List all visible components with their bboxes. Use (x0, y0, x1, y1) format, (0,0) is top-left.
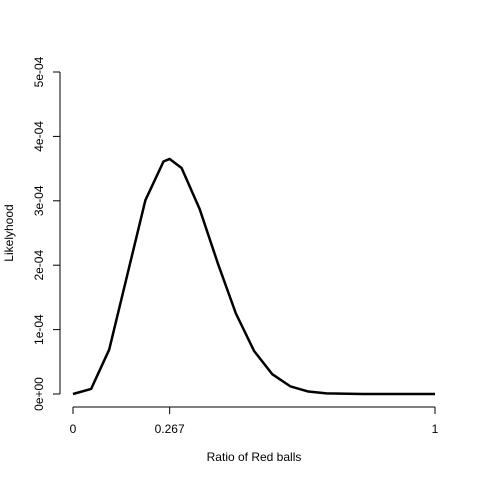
y-tick-label: 4e-04 (32, 121, 46, 152)
y-tick-label: 1e-04 (32, 314, 46, 345)
y-tick-label: 3e-04 (32, 185, 46, 216)
x-tick-label: 0.267 (155, 422, 185, 436)
line-series (72, 157, 435, 396)
x-tick-label: 1 (432, 422, 439, 436)
x-axis-label: Ratio of Red balls (207, 450, 302, 464)
y-axis-label: Likelyhood (2, 204, 16, 261)
x-tick-label: 0 (70, 422, 77, 436)
y-tick-label: 5e-04 (32, 56, 46, 87)
y-tick-label: 0e+00 (32, 377, 46, 411)
y-tick-label: 2e-04 (32, 250, 46, 281)
